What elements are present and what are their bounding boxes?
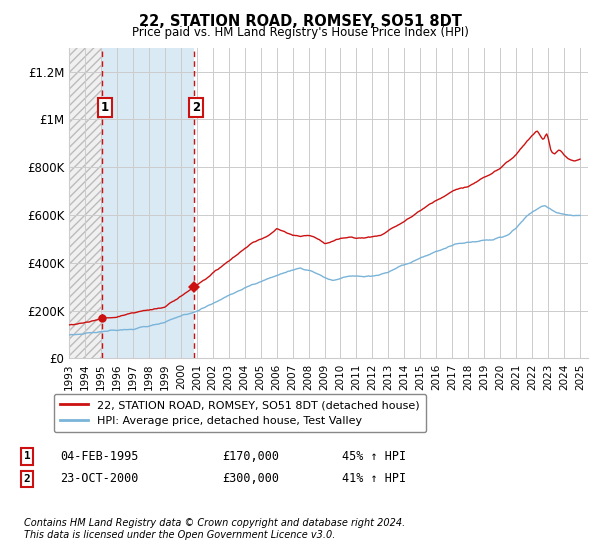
Bar [103,48,194,358]
Text: Contains HM Land Registry data © Crown copyright and database right 2024.
This d: Contains HM Land Registry data © Crown c… [24,518,405,540]
Text: 2: 2 [23,474,31,484]
Text: 1: 1 [101,101,109,114]
Bar [69,48,103,358]
Text: £300,000: £300,000 [222,472,279,486]
Text: 41% ↑ HPI: 41% ↑ HPI [342,472,406,486]
Text: 04-FEB-1995: 04-FEB-1995 [60,450,139,463]
Text: 2: 2 [192,101,200,114]
Text: 22, STATION ROAD, ROMSEY, SO51 8DT: 22, STATION ROAD, ROMSEY, SO51 8DT [139,14,461,29]
Text: £170,000: £170,000 [222,450,279,463]
Text: 23-OCT-2000: 23-OCT-2000 [60,472,139,486]
Legend: 22, STATION ROAD, ROMSEY, SO51 8DT (detached house), HPI: Average price, detache: 22, STATION ROAD, ROMSEY, SO51 8DT (deta… [53,394,426,432]
Text: Price paid vs. HM Land Registry's House Price Index (HPI): Price paid vs. HM Land Registry's House … [131,26,469,39]
Text: 45% ↑ HPI: 45% ↑ HPI [342,450,406,463]
Text: 1: 1 [23,451,31,461]
